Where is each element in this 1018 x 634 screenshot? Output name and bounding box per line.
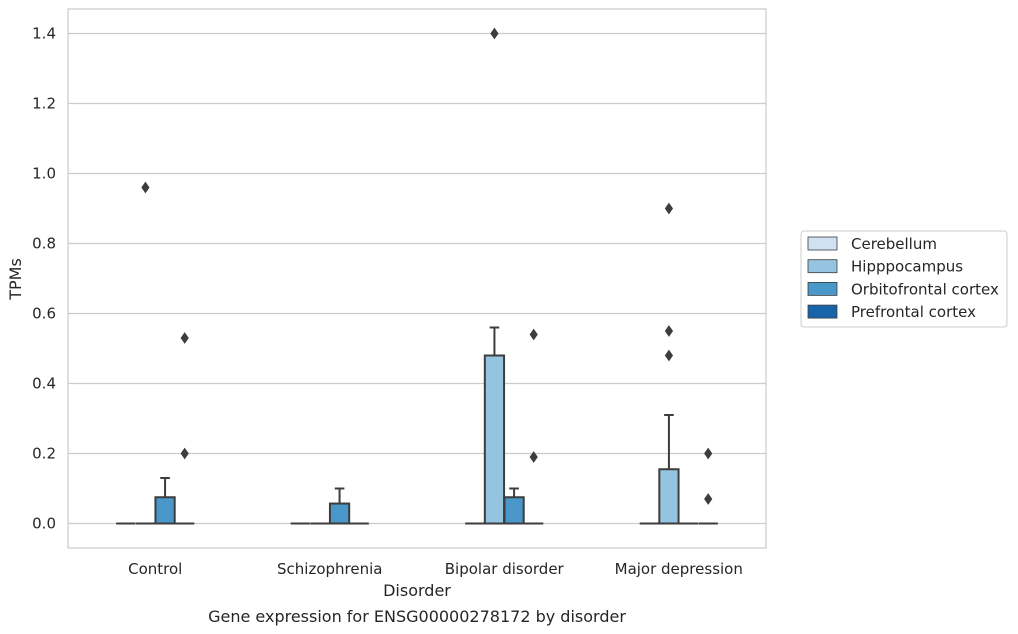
legend-swatch	[807, 304, 838, 319]
outlier-point	[529, 451, 538, 463]
box	[483, 354, 506, 525]
y-tick-label: 0.8	[32, 235, 56, 253]
box-prefrontal-cortex	[175, 332, 195, 525]
box-hipppocampus	[135, 181, 156, 525]
outlier-point	[490, 27, 499, 40]
x-tick-label: Schizophrenia	[277, 560, 382, 578]
box	[154, 496, 176, 525]
legend-swatch	[807, 236, 838, 251]
box-orbitofrontal-cortex	[503, 487, 525, 525]
outlier-point	[180, 447, 189, 460]
legend-frame	[800, 230, 1008, 328]
x-axis-ticks: Control Schizophrenia Bipolar disorder Majo…	[128, 560, 743, 578]
box-prefrontal-cortex	[698, 447, 718, 525]
y-tick-label: 1.4	[32, 25, 56, 43]
outlier-point	[141, 181, 150, 194]
x-tick-label: Bipolar disorder	[445, 560, 565, 578]
y-axis-label: TPMs	[6, 258, 25, 301]
y-axis-ticks: 0.0 0.2 0.4 0.6 0.8 1.0 1.2 1.4	[32, 25, 56, 533]
legend: Cerebellum Hipppocampus Orbitofrontal cort…	[800, 230, 1008, 328]
outlier-point	[704, 493, 713, 505]
y-tick-label: 1.2	[32, 95, 56, 113]
box-orbitofrontal-cortex	[154, 477, 176, 525]
box-hipppocampus	[483, 27, 506, 525]
legend-label: Cerebellum	[851, 235, 937, 253]
plot-frame	[67, 8, 767, 549]
box	[328, 502, 351, 525]
y-tick-label: 1.0	[32, 165, 56, 183]
outlier-point	[180, 332, 189, 344]
legend-swatch	[807, 259, 838, 274]
outlier-point	[664, 202, 674, 215]
outlier-point	[704, 447, 713, 460]
box	[503, 496, 525, 525]
legend-label: Hipppocampus	[851, 258, 963, 276]
outlier-point	[664, 325, 674, 337]
outlier-point	[664, 349, 674, 362]
grid-lines	[68, 32, 766, 525]
box-prefrontal-cortex	[524, 328, 544, 525]
box-plots	[116, 27, 718, 525]
legend-label: Orbitofrontal cortex	[851, 280, 999, 298]
x-axis-label: Disorder	[383, 581, 451, 600]
x-tick-label: Control	[128, 560, 182, 578]
box-orbitofrontal-cortex	[328, 487, 351, 525]
y-tick-label: 0.6	[32, 305, 56, 323]
legend-label: Prefrontal cortex	[851, 303, 976, 321]
box	[658, 468, 680, 525]
legend-swatch	[807, 281, 838, 296]
y-tick-label: 0.2	[32, 445, 56, 463]
figure-caption: Gene expression for ENSG00000278172 by d…	[208, 607, 626, 626]
box-hipppocampus	[658, 202, 680, 525]
x-tick-label: Major depression	[615, 560, 743, 578]
outlier-point	[529, 328, 538, 341]
y-tick-label: 0.0	[32, 515, 56, 533]
y-tick-label: 0.4	[32, 375, 56, 393]
